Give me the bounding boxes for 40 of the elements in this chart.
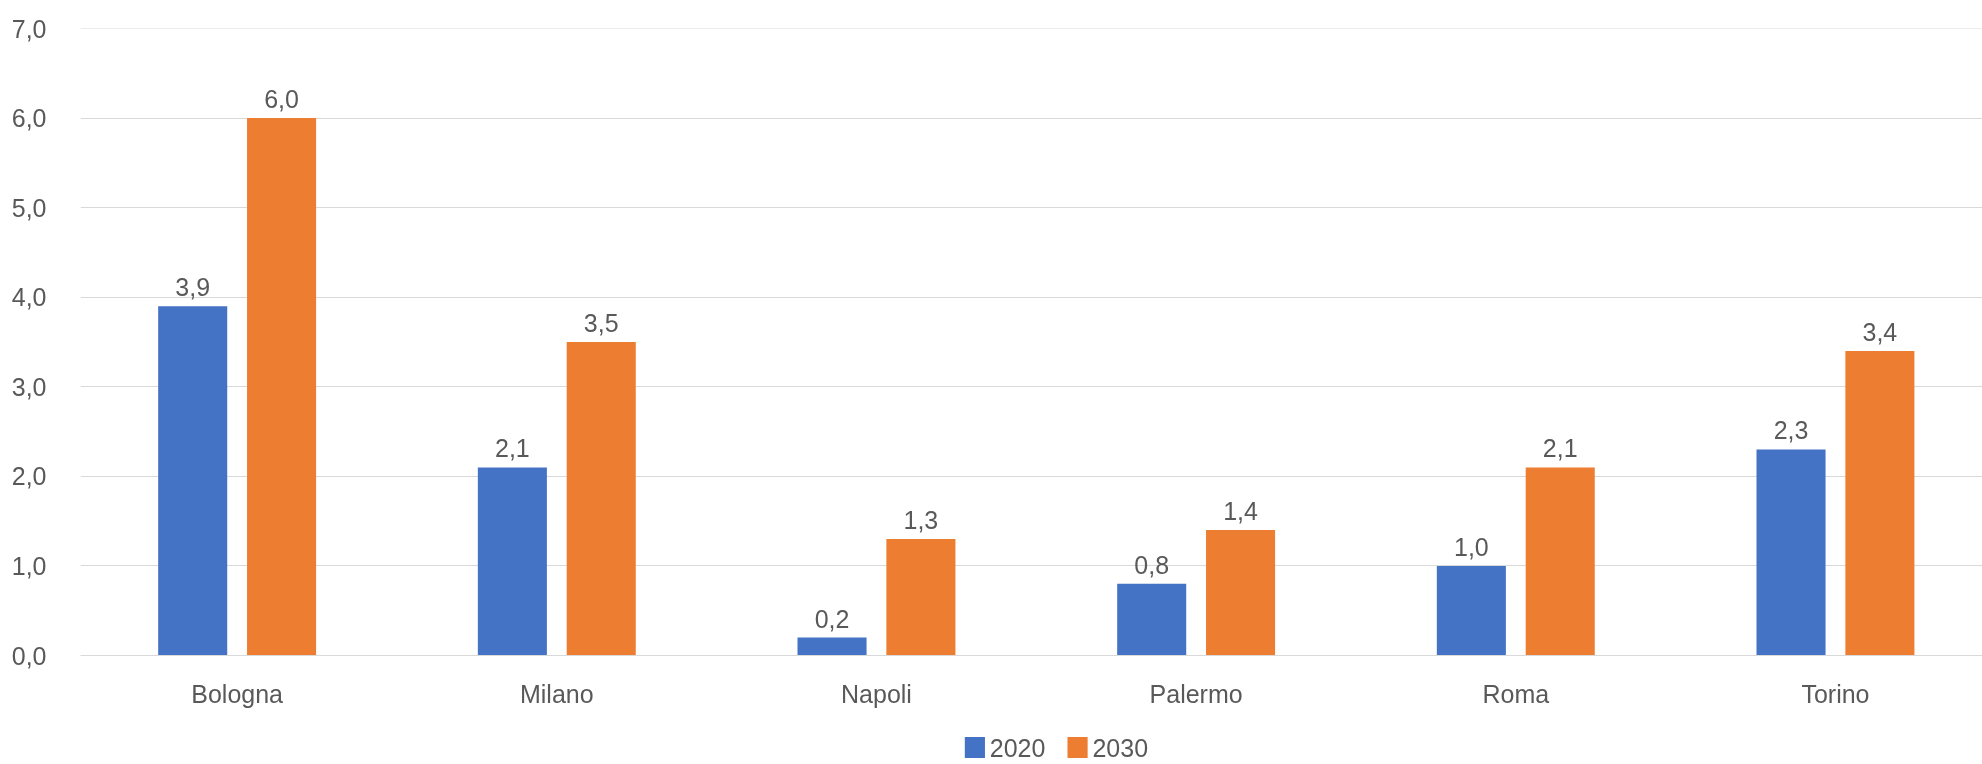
data-label: 6,0 bbox=[264, 85, 299, 114]
bar bbox=[158, 306, 228, 656]
y-tick-label: 2,0 bbox=[11, 462, 47, 491]
data-label: 1,0 bbox=[1453, 532, 1489, 561]
y-tick-label: 0,0 bbox=[11, 641, 47, 670]
bar bbox=[1436, 565, 1506, 656]
bar bbox=[477, 467, 547, 656]
bar bbox=[1756, 449, 1826, 656]
x-tick-label: Roma bbox=[1482, 679, 1550, 708]
x-tick-label: Torino bbox=[1801, 679, 1870, 708]
bar bbox=[886, 539, 956, 656]
data-label: 0,8 bbox=[1134, 550, 1170, 579]
data-label: 0,2 bbox=[814, 604, 850, 633]
y-tick-label: 3,0 bbox=[11, 372, 47, 401]
y-tick-label: 1,0 bbox=[11, 551, 47, 580]
y-tick-label: 4,0 bbox=[11, 283, 47, 312]
data-label: 3,5 bbox=[583, 309, 619, 337]
bar bbox=[797, 637, 867, 656]
legend-label: 2020 bbox=[989, 733, 1046, 762]
x-tick-label: Palermo bbox=[1149, 679, 1243, 708]
bar bbox=[1206, 530, 1276, 656]
x-tick-label: Bologna bbox=[191, 679, 284, 708]
data-label: 1,4 bbox=[1223, 497, 1259, 526]
x-tick-label: Milano bbox=[519, 679, 594, 708]
data-label: 2,1 bbox=[1542, 434, 1578, 463]
data-label: 3,9 bbox=[175, 273, 211, 302]
y-tick-label: 7,0 bbox=[11, 14, 47, 43]
bar bbox=[1845, 350, 1915, 656]
data-label: 1,3 bbox=[903, 506, 939, 535]
bar bbox=[1525, 467, 1595, 656]
y-tick-label: 6,0 bbox=[11, 104, 47, 133]
bar bbox=[566, 342, 636, 656]
x-tick-label: Napoli bbox=[841, 679, 912, 708]
y-tick-label: 5,0 bbox=[11, 193, 47, 222]
data-label: 2,3 bbox=[1773, 416, 1809, 445]
data-label: 3,4 bbox=[1862, 317, 1898, 346]
bar bbox=[1117, 583, 1187, 656]
bar bbox=[247, 118, 317, 656]
data-label: 2,1 bbox=[494, 434, 530, 463]
legend-label: 2030 bbox=[1092, 733, 1149, 762]
